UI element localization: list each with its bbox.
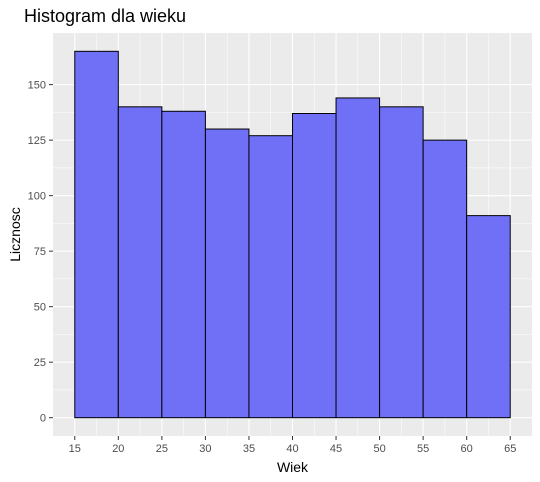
y-tick-label: 0 [40, 413, 46, 425]
x-tick-label: 65 [504, 443, 516, 455]
histogram-bar [161, 110, 206, 419]
histogram-bars [74, 50, 511, 419]
histogram-bar [248, 135, 293, 419]
histogram-bar [335, 97, 381, 419]
x-tick-label: 35 [243, 443, 255, 455]
y-tick-label: 75 [34, 246, 46, 258]
y-axis-ticks: 0 25 50 75 100 125 150 [28, 80, 53, 425]
histogram-bar [74, 50, 119, 419]
chart-title: Histogram dla wieku [24, 6, 187, 26]
y-tick-label: 100 [28, 191, 46, 203]
histogram-bar [466, 215, 511, 419]
y-tick-label: 125 [28, 135, 46, 147]
y-tick-label: 150 [28, 80, 46, 92]
histogram-bar [422, 139, 468, 419]
x-tick-label: 45 [330, 443, 342, 455]
histogram-bar [379, 106, 424, 419]
x-axis-title: Wiek [277, 459, 309, 475]
histogram-bar [292, 112, 337, 419]
x-tick-label: 20 [112, 443, 124, 455]
y-axis-title: Licznosc [7, 207, 23, 261]
x-tick-label: 30 [199, 443, 211, 455]
y-tick-label: 50 [34, 302, 46, 314]
x-tick-label: 60 [461, 443, 473, 455]
histogram-bar [117, 106, 163, 419]
x-tick-label: 55 [417, 443, 429, 455]
x-tick-label: 25 [156, 443, 168, 455]
y-tick-label: 25 [34, 357, 46, 369]
x-tick-label: 40 [286, 443, 298, 455]
x-tick-label: 50 [373, 443, 385, 455]
x-axis-ticks: 15 20 25 30 35 40 45 50 55 60 65 [69, 436, 516, 455]
histogram-bar [204, 128, 250, 419]
x-tick-label: 15 [69, 443, 81, 455]
